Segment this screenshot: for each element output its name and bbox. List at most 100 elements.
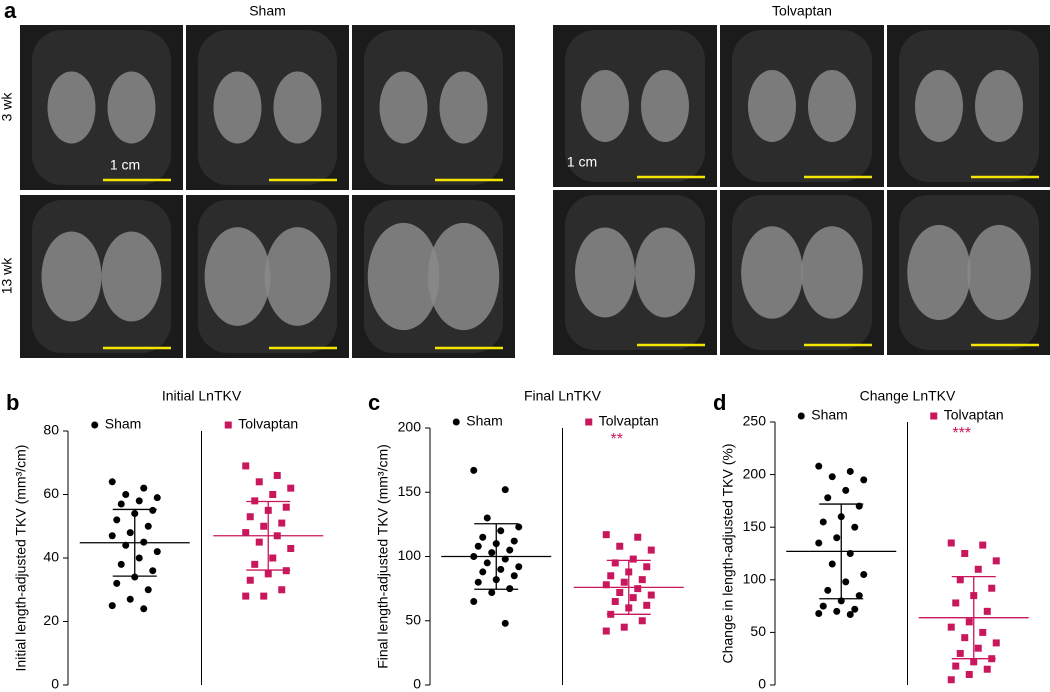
data-point (961, 550, 969, 557)
data-point (278, 519, 286, 527)
data-point (242, 592, 250, 600)
data-point (140, 484, 148, 492)
data-point (287, 544, 295, 552)
data-point (846, 467, 854, 475)
data-point (983, 665, 991, 673)
data-point (470, 466, 478, 474)
data-point (479, 533, 487, 541)
kidney (204, 227, 271, 326)
data-point (113, 579, 121, 587)
data-point (260, 592, 268, 600)
y-axis-label: Initial length-adjusted TKV (mm³/cm) (13, 445, 29, 672)
data-point (264, 570, 272, 578)
y-tick-label: 150 (398, 483, 422, 499)
data-point (947, 539, 955, 547)
data-point (140, 605, 148, 613)
data-point (611, 559, 619, 567)
data-point (126, 529, 134, 537)
group-title: Tolvaptan (772, 3, 832, 19)
kidney (808, 70, 856, 142)
data-point (246, 576, 254, 584)
panel-label: a (4, 0, 17, 23)
data-point (860, 476, 868, 484)
data-point (979, 628, 987, 636)
data-point (992, 557, 1000, 565)
data-point (483, 514, 491, 522)
data-point (117, 560, 125, 568)
data-point (974, 644, 982, 652)
y-tick-label: 100 (398, 547, 422, 563)
data-point (947, 623, 955, 631)
kidney (213, 71, 262, 144)
data-point (965, 618, 973, 626)
data-point (510, 572, 518, 580)
data-point (113, 516, 121, 524)
data-point (979, 541, 987, 549)
legend-label: Sham (811, 407, 848, 423)
data-point (851, 523, 859, 531)
data-point (602, 531, 610, 539)
group-title: Sham (249, 3, 286, 19)
data-point (983, 607, 991, 615)
chart-title: Initial LnTKV (162, 388, 242, 404)
kidney (264, 227, 331, 326)
y-tick-label: 80 (43, 422, 59, 438)
kidney (427, 222, 500, 331)
data-point (287, 484, 295, 492)
data-point (497, 527, 505, 535)
data-point (965, 670, 973, 678)
significance: ** (611, 431, 623, 448)
data-point (643, 601, 651, 609)
data-point (602, 627, 610, 635)
data-point (515, 523, 523, 531)
y-tick-label: 20 (43, 612, 59, 628)
y-tick-label: 40 (43, 549, 59, 565)
data-point (815, 609, 823, 617)
data-point (153, 548, 161, 556)
data-point (961, 634, 969, 642)
kidney (975, 70, 1023, 142)
data-point (149, 567, 157, 575)
legend-marker (797, 412, 805, 420)
data-point (634, 585, 642, 593)
data-point (851, 605, 859, 613)
data-point (108, 602, 116, 610)
data-point (501, 486, 509, 494)
scale-label: 1 cm (567, 154, 597, 170)
data-point (638, 576, 646, 584)
y-tick-label: 60 (43, 485, 59, 501)
data-point (956, 649, 964, 657)
data-point (620, 623, 628, 631)
data-point (135, 554, 143, 562)
data-point (515, 563, 523, 571)
data-point (251, 560, 259, 568)
data-point (611, 597, 619, 605)
data-point (126, 595, 134, 603)
data-point (952, 599, 960, 607)
data-point (819, 518, 827, 526)
chart-title: Final LnTKV (524, 388, 602, 404)
data-point (488, 588, 496, 596)
data-point (246, 513, 254, 521)
kidney (439, 71, 488, 144)
y-tick-label: 50 (405, 611, 421, 627)
data-point (842, 578, 850, 586)
data-point (108, 532, 116, 540)
data-point (144, 586, 152, 594)
data-point (510, 537, 518, 545)
legend-marker (91, 421, 99, 429)
legend-label: Sham (105, 416, 142, 432)
data-point (956, 576, 964, 584)
y-tick-label: 0 (51, 676, 59, 692)
data-point (479, 568, 487, 576)
data-point (970, 658, 978, 666)
data-point (278, 586, 286, 594)
body-outline (32, 30, 171, 185)
data-point (860, 571, 868, 579)
body-outline (364, 30, 503, 185)
data-point (974, 565, 982, 573)
data-point (647, 546, 655, 554)
data-point (269, 554, 277, 562)
data-point (842, 486, 850, 494)
